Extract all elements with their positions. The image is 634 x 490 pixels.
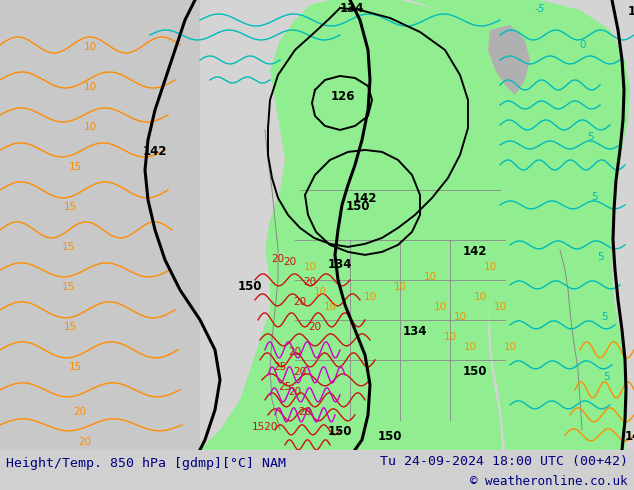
Text: 134: 134: [328, 258, 353, 271]
Text: 150: 150: [346, 200, 370, 213]
Text: 20: 20: [294, 297, 307, 307]
Text: 5: 5: [592, 192, 598, 202]
Text: 142: 142: [628, 5, 634, 18]
Text: -5: -5: [535, 4, 545, 14]
Text: 10: 10: [313, 287, 327, 297]
Text: 10: 10: [304, 262, 316, 272]
Text: 126: 126: [331, 90, 355, 103]
Text: 10: 10: [453, 312, 467, 322]
Text: 20: 20: [304, 277, 316, 287]
Text: 10: 10: [443, 332, 456, 342]
Text: 20: 20: [74, 407, 87, 417]
Text: 15: 15: [68, 162, 82, 172]
Text: 134: 134: [403, 325, 427, 338]
Text: 10: 10: [493, 302, 507, 312]
Polygon shape: [410, 0, 630, 450]
Text: 10: 10: [84, 82, 96, 92]
Text: 5: 5: [586, 132, 593, 142]
Text: Tu 24-09-2024 18:00 UTC (00+42): Tu 24-09-2024 18:00 UTC (00+42): [380, 455, 628, 467]
Text: 134: 134: [340, 2, 365, 15]
Text: 142: 142: [143, 145, 167, 158]
Text: 20: 20: [294, 367, 307, 377]
Polygon shape: [488, 25, 530, 95]
Text: 10: 10: [363, 292, 377, 302]
Text: 10: 10: [434, 302, 446, 312]
Text: 10: 10: [394, 282, 406, 292]
Text: 20: 20: [283, 257, 297, 267]
Text: 0: 0: [579, 40, 586, 50]
Text: 1520: 1520: [252, 422, 278, 432]
Text: Height/Temp. 850 hPa [gdmp][°C] NAM: Height/Temp. 850 hPa [gdmp][°C] NAM: [6, 457, 287, 470]
Text: 15: 15: [63, 202, 77, 212]
Text: 15: 15: [61, 242, 75, 252]
Text: 142: 142: [625, 430, 634, 443]
Text: 15: 15: [61, 282, 75, 292]
Text: 5: 5: [604, 372, 611, 382]
Text: 5: 5: [597, 252, 604, 262]
Text: 10: 10: [84, 122, 96, 132]
Text: 10: 10: [463, 342, 477, 352]
Polygon shape: [0, 0, 200, 450]
Text: 10: 10: [84, 42, 96, 52]
Text: 20: 20: [79, 437, 91, 447]
Text: 20: 20: [271, 254, 285, 264]
Text: 20: 20: [299, 407, 311, 417]
Text: 20: 20: [308, 322, 321, 332]
Text: 25: 25: [278, 382, 292, 392]
Text: 10: 10: [424, 272, 437, 282]
Text: 150: 150: [238, 280, 262, 293]
Text: © weatheronline.co.uk: © weatheronline.co.uk: [470, 475, 628, 488]
Text: 25: 25: [273, 362, 287, 372]
Text: 142: 142: [463, 245, 488, 258]
Text: 150: 150: [378, 430, 402, 443]
Text: 15: 15: [63, 322, 77, 332]
Text: 10: 10: [503, 342, 517, 352]
Text: 150: 150: [463, 365, 488, 378]
Text: 10: 10: [484, 262, 496, 272]
Text: 15: 15: [68, 362, 82, 372]
Polygon shape: [200, 0, 510, 450]
Text: 5: 5: [602, 312, 608, 322]
Text: 142: 142: [353, 192, 377, 205]
Text: 10: 10: [323, 302, 337, 312]
Text: 10: 10: [474, 292, 486, 302]
Text: 20: 20: [288, 387, 302, 397]
Text: 20: 20: [288, 347, 302, 357]
Text: 150: 150: [328, 425, 353, 438]
